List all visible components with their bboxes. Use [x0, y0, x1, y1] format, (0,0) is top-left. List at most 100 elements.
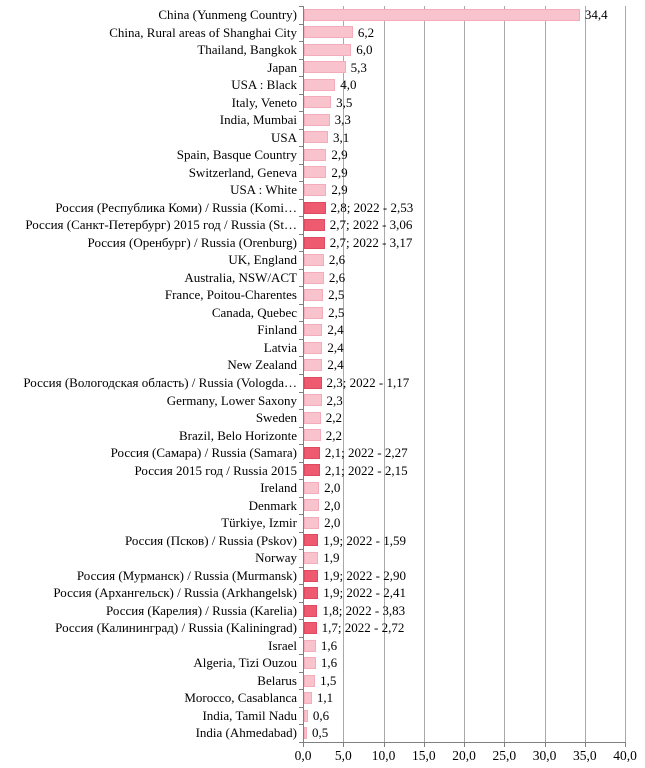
gridline [464, 6, 465, 742]
value-label: 2,4 [327, 339, 344, 355]
category-label: Finland [257, 322, 297, 338]
value-label: 1,1 [316, 690, 334, 706]
value-label: 1,9; 2022 - 2,90 [323, 567, 406, 583]
value-label: 2,0 [324, 497, 341, 513]
value-label: 1,6 [320, 655, 338, 671]
category-axis-tick [299, 444, 303, 446]
category-label: Japan [267, 59, 297, 75]
category-axis-tick [299, 461, 303, 463]
category-label: USA : White [230, 182, 297, 198]
bar [304, 8, 580, 21]
category-label: Россия (Санкт-Петербург) 2015 год / Russ… [25, 217, 297, 233]
value-label: 1,5 [320, 672, 337, 688]
bar [304, 639, 316, 652]
value-label: 2,1; 2022 - 2,15 [324, 462, 408, 478]
value-label: 2,2 [325, 410, 342, 426]
value-label: 6,2 [357, 24, 375, 40]
category-axis-tick [299, 566, 303, 568]
bar [304, 166, 327, 179]
value-label: 3,1 [332, 129, 350, 145]
category-label: Belarus [257, 672, 297, 688]
x-axis-tick-label: 15,0 [411, 748, 436, 763]
category-label: Россия (Карелия) / Russia (Karelia) [105, 602, 297, 618]
category-axis-tick [299, 286, 303, 288]
category-axis-tick [299, 636, 303, 638]
category-axis-tick [299, 514, 303, 516]
value-label: 2,6 [328, 252, 346, 268]
category-label: India, Tamil Nadu [202, 707, 297, 723]
category-axis-tick [299, 374, 303, 375]
bar [304, 552, 319, 564]
bar [304, 604, 318, 617]
category-axis-tick [299, 198, 303, 200]
category-axis-tick [299, 496, 303, 498]
value-label: 2,4 [327, 357, 344, 373]
category-axis-tick [299, 601, 303, 603]
category-axis-tick [299, 706, 303, 708]
category-axis-tick [299, 111, 303, 113]
bar [304, 254, 324, 267]
category-label: Spain, Basque Country [176, 147, 297, 163]
category-axis-tick [299, 671, 303, 673]
category-label: Latvia [263, 339, 297, 355]
bar [304, 481, 320, 494]
x-axis-tick-label: 10,0 [371, 748, 396, 763]
category-axis-tick [299, 479, 303, 481]
bar [304, 219, 325, 232]
value-label: 4,0 [340, 77, 357, 93]
category-axis-tick [299, 549, 303, 551]
bar [304, 96, 332, 109]
x-axis-tick-label: 30,0 [532, 748, 557, 763]
bar [304, 306, 324, 319]
bar [304, 657, 316, 670]
category-label: India, Mumbai [219, 112, 297, 128]
y-axis-line [303, 6, 304, 742]
bar [304, 324, 323, 337]
category-label: Россия 2015 год / Russia 2015 [134, 462, 298, 478]
bar [304, 534, 319, 547]
gridline [625, 6, 626, 742]
category-axis-tick [299, 321, 303, 323]
x-axis-tick [423, 743, 425, 747]
value-label: 2,5 [328, 304, 345, 320]
value-label: 2,3 [326, 392, 343, 408]
category-axis-tick [299, 268, 303, 270]
category-label: Morocco, Casablanca [184, 690, 297, 706]
bar [304, 674, 316, 687]
x-axis-tick-label: 5,0 [334, 748, 352, 763]
bar [304, 201, 326, 214]
category-label: Россия (Республика Коми) / Russia (Komi… [55, 199, 297, 215]
bar [304, 236, 325, 249]
category-axis-tick [299, 724, 303, 726]
value-label: 2,3; 2022 - 1,17 [326, 375, 410, 390]
category-label: Россия (Калининград) / Russia (Kaliningr… [55, 620, 297, 636]
category-axis-tick [299, 146, 303, 148]
bar [304, 429, 321, 442]
category-label: Россия (Вологодская область) / Russia (V… [23, 375, 297, 390]
category-label: Denmark [248, 497, 297, 513]
x-axis-tick [343, 743, 345, 747]
x-axis-tick [504, 743, 506, 747]
bar [304, 359, 323, 372]
category-axis-tick [299, 303, 303, 305]
category-label: Norway [255, 550, 297, 566]
x-axis-tick [544, 743, 546, 747]
category-axis-tick [299, 23, 303, 25]
category-label: Россия (Оренбург) / Russia (Orenburg) [87, 234, 297, 250]
bar [304, 271, 324, 284]
value-label: 3,5 [336, 94, 353, 110]
category-label: Sweden [255, 410, 297, 426]
value-label: 2,0 [324, 480, 341, 496]
category-label: Australia, NSW/ACT [184, 269, 297, 285]
value-label: 2,2 [325, 427, 342, 443]
category-axis-tick [299, 41, 303, 43]
category-label: UK, England [228, 252, 297, 268]
bar [304, 78, 336, 91]
category-label: France, Poitou-Charentes [164, 287, 297, 303]
category-axis-tick [299, 742, 303, 743]
x-axis-tick [625, 743, 626, 747]
value-label: 2,4 [327, 322, 344, 338]
x-axis-tick-label: 35,0 [572, 748, 597, 763]
bar [304, 499, 320, 512]
